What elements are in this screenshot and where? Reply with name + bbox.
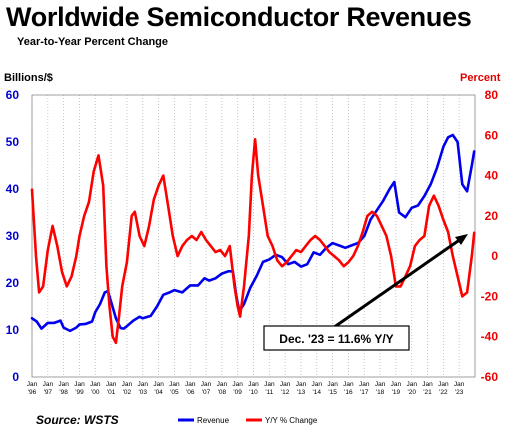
x-axis-tick-label: Jan [201, 381, 212, 388]
x-axis-tick-label: '06 [186, 389, 195, 396]
legend-yoy-label: Y/Y % Change [265, 416, 318, 425]
x-axis-tick-label: Jan [422, 381, 433, 388]
x-axis-tick-label: Jan [296, 381, 307, 388]
x-axis-tick-label: Jan [391, 381, 402, 388]
x-axis-tick-label: '02 [123, 389, 132, 396]
x-axis-tick-label: '22 [439, 389, 448, 396]
left-axis-tick-label: 20 [6, 276, 20, 290]
x-axis-tick-label: '19 [392, 389, 401, 396]
x-axis-tick-label: '21 [423, 389, 432, 396]
x-axis-tick-label: Jan [280, 381, 291, 388]
x-axis-tick-label: Jan [232, 381, 243, 388]
chart-subtitle: Year-to-Year Percent Change [17, 36, 169, 48]
x-axis-tick-label: '15 [328, 389, 337, 396]
right-axis-tick-label: 60 [485, 128, 499, 142]
x-axis-tick-label: '97 [44, 389, 53, 396]
left-axis-tick-label: 10 [6, 323, 20, 337]
x-axis-tick-label: Jan [169, 381, 180, 388]
x-axis-tick-label: Jan [264, 381, 275, 388]
x-axis-tick-label: '07 [202, 389, 211, 396]
right-axis-tick-label: 40 [485, 169, 499, 183]
x-axis-tick-label: '04 [154, 389, 163, 396]
x-axis-tick-label: Jan [58, 381, 69, 388]
right-axis-tick-label: -20 [481, 289, 499, 303]
x-axis-tick-label: '03 [139, 389, 148, 396]
x-axis-tick-label: Jan [438, 381, 449, 388]
left-axis-tick-label: 30 [6, 229, 20, 243]
left-axis-tick-label: 40 [6, 182, 20, 196]
right-axis-tick-label: 80 [485, 88, 499, 102]
x-axis-tick-label: '00 [91, 389, 100, 396]
legend-revenue-label: Revenue [197, 416, 230, 425]
x-axis-tick-label: Jan [454, 381, 465, 388]
left-axis-title: Billions/$ [4, 72, 53, 84]
x-axis-tick-label: '10 [249, 389, 258, 396]
annotation-arrow-head [455, 234, 468, 245]
x-axis-tick-label: Jan [327, 381, 338, 388]
x-axis-tick-label: '11 [265, 389, 273, 396]
x-axis-tick-label: Jan [74, 381, 85, 388]
x-axis-tick-label: '13 [297, 389, 306, 396]
x-axis-tick-label: '09 [233, 389, 242, 396]
x-axis-tick-label: '17 [360, 389, 369, 396]
x-axis-tick-label: Jan [138, 381, 149, 388]
x-axis-tick-label: Jan [217, 381, 228, 388]
x-axis-tick-label: '12 [281, 389, 290, 396]
right-axis-tick-label: -40 [481, 330, 499, 344]
x-axis-tick-label: Jan [312, 381, 323, 388]
x-axis-tick-label: Jan [43, 381, 54, 388]
x-axis-tick-label: '99 [75, 389, 84, 396]
x-axis-tick-label: Jan [185, 381, 196, 388]
annotation-box [263, 325, 410, 351]
x-axis-tick-label: Jan [343, 381, 354, 388]
x-axis-tick-label: '16 [344, 389, 353, 396]
x-axis-tick-label: '01 [107, 389, 116, 396]
x-axis-tick-label: Jan [106, 381, 117, 388]
x-axis-tick-label: Jan [248, 381, 259, 388]
right-axis-title: Percent [460, 72, 501, 84]
x-axis-tick-label: '96 [28, 389, 37, 396]
x-axis-tick-label: '05 [170, 389, 179, 396]
left-axis-tick-label: 0 [12, 370, 19, 384]
yoy-series-line [30, 138, 476, 345]
annotation-arrow [329, 238, 461, 332]
x-axis-tick-label: Jan [122, 381, 133, 388]
right-axis-tick-label: 0 [491, 249, 498, 263]
x-axis-tick-label: '18 [376, 389, 385, 396]
annotation-label: Dec. '23 = 11.6% Y/Y [279, 332, 393, 346]
x-axis-tick-label: '23 [455, 389, 464, 396]
right-axis-tick-label: -60 [481, 370, 499, 384]
chart-title: Worldwide Semiconductor Revenues [6, 2, 472, 32]
x-axis-tick-label: Jan [90, 381, 101, 388]
x-axis-tick-label: Jan [153, 381, 164, 388]
x-axis-tick-label: '98 [59, 389, 68, 396]
source-label: Source: WSTS [36, 413, 119, 427]
left-axis-tick-label: 50 [6, 135, 20, 149]
right-axis-tick-label: 20 [485, 209, 499, 223]
x-axis-tick-label: '20 [407, 389, 416, 396]
x-axis-tick-label: Jan [359, 381, 370, 388]
x-axis-tick-label: Jan [375, 381, 386, 388]
left-axis-tick-label: 60 [6, 88, 20, 102]
x-axis-tick-label: Jan [406, 381, 417, 388]
x-axis-tick-label: Jan [27, 381, 38, 388]
x-axis-tick-label: '08 [218, 389, 227, 396]
x-axis-tick-label: '14 [313, 389, 322, 396]
